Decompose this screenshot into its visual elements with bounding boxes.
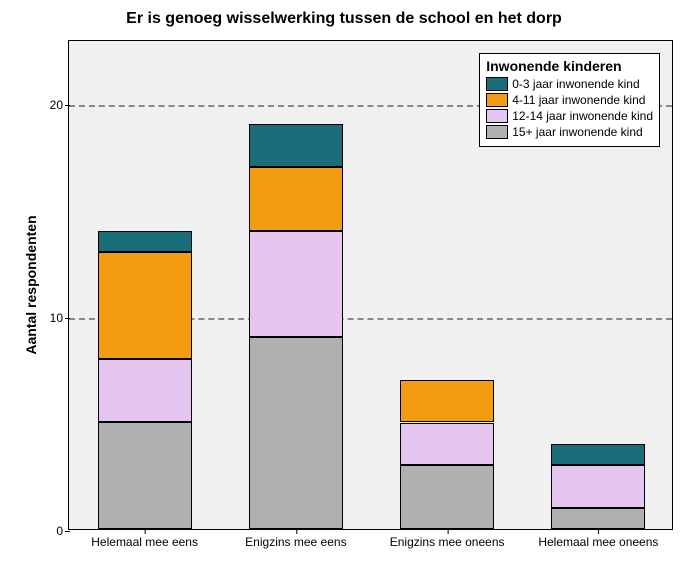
bar-segment — [551, 444, 645, 465]
plot-area: 01020Helemaal mee eensEnigzins mee eensE… — [68, 40, 673, 530]
bar-segment — [400, 423, 494, 466]
legend-label: 12-14 jaar inwonende kind — [512, 108, 653, 124]
bar-segment — [551, 508, 645, 529]
bar-group — [98, 39, 192, 529]
legend-item: 4-11 jaar inwonende kind — [486, 92, 653, 108]
legend-label: 15+ jaar inwonende kind — [512, 124, 642, 140]
bar-segment — [551, 465, 645, 508]
x-tick: Enigzins mee eens — [245, 529, 346, 549]
bar-segment — [249, 124, 343, 167]
bar-segment — [249, 167, 343, 231]
bar-segment — [400, 380, 494, 423]
legend-swatch — [486, 93, 508, 107]
legend-item: 12-14 jaar inwonende kind — [486, 108, 653, 124]
legend: Inwonende kinderen 0-3 jaar inwonende kin… — [479, 53, 660, 147]
legend-swatch — [486, 77, 508, 91]
bar-segment — [98, 359, 192, 423]
legend-label: 4-11 jaar inwonende kind — [512, 92, 645, 108]
legend-item: 15+ jaar inwonende kind — [486, 124, 653, 140]
bar-segment — [98, 231, 192, 252]
legend-item: 0-3 jaar inwonende kind — [486, 76, 653, 92]
bar-segment — [98, 422, 192, 529]
legend-swatch — [486, 125, 508, 139]
y-tick: 20 — [50, 98, 69, 112]
legend-swatch — [486, 109, 508, 123]
chart-title: Er is genoeg wisselwerking tussen de sch… — [0, 10, 688, 28]
chart-container: Er is genoeg wisselwerking tussen de sch… — [0, 0, 688, 573]
x-tick: Enigzins mee oneens — [390, 529, 505, 549]
bar-group — [249, 39, 343, 529]
legend-label: 0-3 jaar inwonende kind — [512, 76, 639, 92]
legend-title: Inwonende kinderen — [486, 58, 653, 74]
x-tick: Helemaal mee eens — [91, 529, 198, 549]
bar-segment — [249, 231, 343, 338]
x-tick: Helemaal mee oneens — [538, 529, 658, 549]
y-axis-label: Aantal respondenten — [23, 215, 39, 354]
y-tick: 0 — [56, 524, 69, 538]
y-tick: 10 — [50, 311, 69, 325]
bar-segment — [249, 337, 343, 529]
bar-segment — [98, 252, 192, 359]
bar-segment — [400, 465, 494, 529]
